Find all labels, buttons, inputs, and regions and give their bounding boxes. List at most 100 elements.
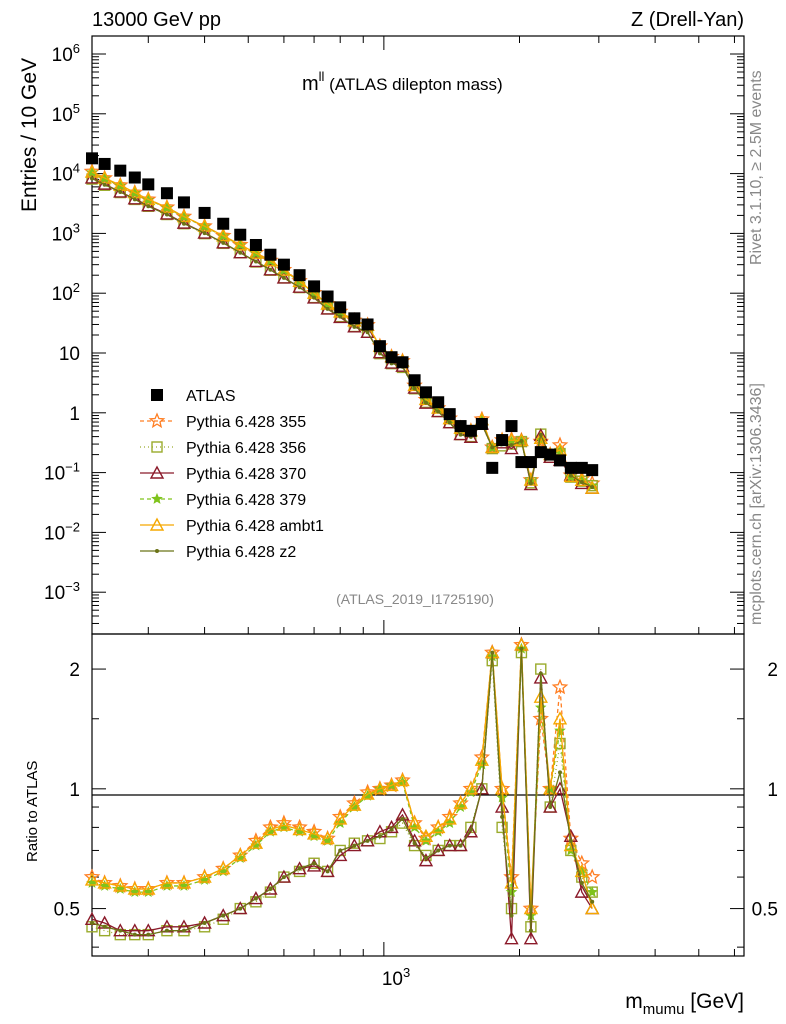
mc-point-ratio (436, 848, 441, 853)
ratio-tick-label-right: 0.5 (752, 900, 778, 921)
side-text-top: Rivet 3.1.10, ≥ 2.5M events (748, 70, 765, 265)
mc-point-ratio (352, 843, 357, 848)
mc-point-ratio (431, 819, 446, 834)
mc-point-ratio (442, 811, 457, 825)
legend-marker (151, 441, 163, 453)
mc-point-ratio (509, 913, 514, 918)
mc-point-ratio (431, 842, 446, 857)
ratio-tick-label-right: 2 (767, 660, 778, 681)
mc-point-ratio (216, 908, 231, 922)
mc-point-main (453, 427, 468, 441)
mc-point-ratio (127, 881, 142, 895)
atlas-data-point (486, 461, 499, 474)
mc-point-main (490, 445, 495, 450)
mc-point-ratio (97, 875, 112, 889)
mc-point-main (233, 245, 248, 259)
y-tick-base: 10 (52, 165, 73, 186)
mc-point-main (248, 245, 264, 259)
mc-point-ratio (468, 827, 473, 832)
y-tick-base: 10 (44, 583, 65, 604)
mc-point-ratio (519, 646, 524, 651)
mc-point-ratio (463, 824, 479, 838)
x-label-sub: mumu (643, 1001, 685, 1018)
atlas-data-point (464, 424, 477, 437)
legend-marker (149, 517, 165, 531)
y-tick-exp: 4 (73, 161, 80, 176)
mc-point-ratio (292, 822, 307, 836)
atlas-data-point (505, 420, 518, 433)
atlas-data-point (114, 164, 127, 177)
mc-point-main (377, 351, 382, 356)
mc-point-ratio (141, 881, 156, 895)
atlas-data-point (534, 446, 547, 459)
mc-point-main (412, 386, 417, 391)
mc-point-ratio (216, 861, 231, 875)
mc-point-ratio (371, 780, 389, 796)
mc-point-ratio (585, 901, 600, 915)
mc-point-main (281, 275, 286, 280)
y-tick-base: 10 (59, 344, 80, 365)
mc-point-main (102, 182, 107, 187)
x-tick-exp: 3 (403, 965, 410, 980)
mc-point-ratio (90, 920, 94, 925)
mc-point-ratio (557, 770, 562, 775)
legend-label: Pythia 6.428 355 (186, 414, 306, 431)
atlas-data-point (575, 461, 588, 474)
atlas-data-point (408, 374, 421, 387)
atlas-data-point (86, 152, 98, 165)
mc-point-main (407, 380, 422, 394)
mc-point-main (297, 285, 302, 290)
x-label-unit: [GeV] (684, 990, 744, 1013)
mc-point-ratio (504, 931, 519, 945)
mc-point-ratio (113, 878, 128, 892)
mc-point-ratio (563, 838, 579, 852)
atlas-data-point (586, 464, 599, 477)
mc-point-main (436, 409, 441, 414)
side-text-bottom: mcplots.cern.ch [arXiv:1306.3436] (748, 383, 765, 625)
mc-point-ratio (463, 781, 479, 795)
y-tick-base: 10 (44, 523, 65, 544)
mc-point-main (504, 441, 519, 455)
y-tick-base: 10 (52, 45, 73, 66)
ratio-tick-label-right: 1 (767, 780, 778, 801)
y-tick-exp: −3 (65, 579, 80, 594)
mc-point-main (423, 400, 428, 405)
mc-point-ratio (474, 781, 490, 795)
mc-point-main (418, 395, 434, 409)
mc-point-ratio (297, 866, 302, 871)
mc-point-main (118, 189, 123, 194)
y-tick-label: 102 (52, 280, 80, 305)
mc-point-ratio (543, 781, 558, 795)
mc-point-main (90, 176, 94, 181)
mc-point-ratio (84, 872, 100, 886)
mc-point-ratio (420, 834, 432, 846)
mc-point-ratio (548, 805, 553, 810)
mc-point-ratio (579, 880, 584, 885)
mc-point-main (338, 314, 343, 319)
atlas-data-point (308, 280, 321, 293)
mc-line-ratio (91, 648, 593, 936)
mc-point-ratio (312, 861, 317, 866)
mc-point-ratio (505, 886, 518, 898)
mc-point-ratio (176, 875, 192, 889)
chart-title: mll (ATLAS dilepton mass) (302, 69, 503, 95)
mc-point-ratio (102, 924, 107, 929)
atlas-data-point (454, 420, 467, 433)
mc-line-ratio (91, 644, 593, 939)
mc-point-ratio (389, 827, 394, 832)
mc-point-ratio (418, 828, 434, 842)
mc-point-ratio (372, 781, 388, 795)
mc-point-main (528, 481, 533, 486)
mc-point-ratio (408, 821, 421, 833)
mc-point-ratio (447, 843, 452, 848)
legend-label: Pythia 6.428 370 (186, 466, 306, 483)
mc-point-ratio (551, 678, 569, 695)
mc-point-ratio (400, 816, 405, 821)
mc-point-ratio (181, 928, 186, 933)
axis-ticks (92, 35, 744, 956)
mc-point-main (132, 197, 137, 202)
y-tick-exp: 3 (73, 220, 80, 235)
mc-point-main (365, 330, 370, 335)
mc-point-ratio (268, 887, 273, 892)
y-tick-exp: 5 (73, 101, 80, 116)
